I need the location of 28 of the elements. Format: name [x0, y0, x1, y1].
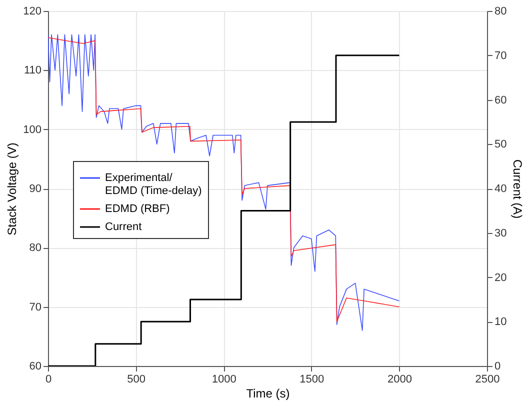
x-axis-title: Time (s) — [246, 386, 290, 400]
x-tick-label: 1000 — [212, 374, 236, 386]
y-tick-label: 60 — [29, 360, 42, 372]
y-tick-label: 70 — [29, 301, 42, 314]
x-tick-label: 1500 — [300, 374, 324, 386]
y2-tick-label: 80 — [494, 6, 507, 18]
y2-tick-label: 60 — [494, 94, 507, 106]
y-axis-title: Stack Voltage (V) — [5, 142, 20, 236]
x-tick-label: 2500 — [475, 374, 500, 386]
y-tick-label: 120 — [23, 6, 42, 18]
legend-label: Current — [105, 221, 142, 233]
y2-tick-label: 0 — [494, 360, 501, 372]
y2-tick-label: 70 — [494, 50, 507, 62]
y-tick-label: 80 — [29, 242, 42, 254]
y2-tick-label: 50 — [494, 138, 507, 151]
x-tick-label: 0 — [45, 374, 52, 386]
y2-axis-title: Current (A) — [510, 159, 525, 219]
y2-tick-label: 40 — [494, 183, 507, 195]
legend-label: EDMD (RBF) — [105, 203, 170, 215]
y-tick-label: 90 — [29, 183, 42, 195]
legend-label: Experimental/ EDMD (Time-delay) — [105, 172, 202, 197]
y2-tick-label: 30 — [494, 227, 507, 240]
y-tick-label: 110 — [24, 64, 42, 77]
y2-tick-label: 20 — [494, 272, 507, 284]
x-tick-label: 2000 — [387, 374, 412, 386]
y2-tick-label: 10 — [494, 316, 507, 328]
y-tick-label: 100 — [23, 124, 42, 136]
x-tick-label: 500 — [127, 374, 146, 386]
